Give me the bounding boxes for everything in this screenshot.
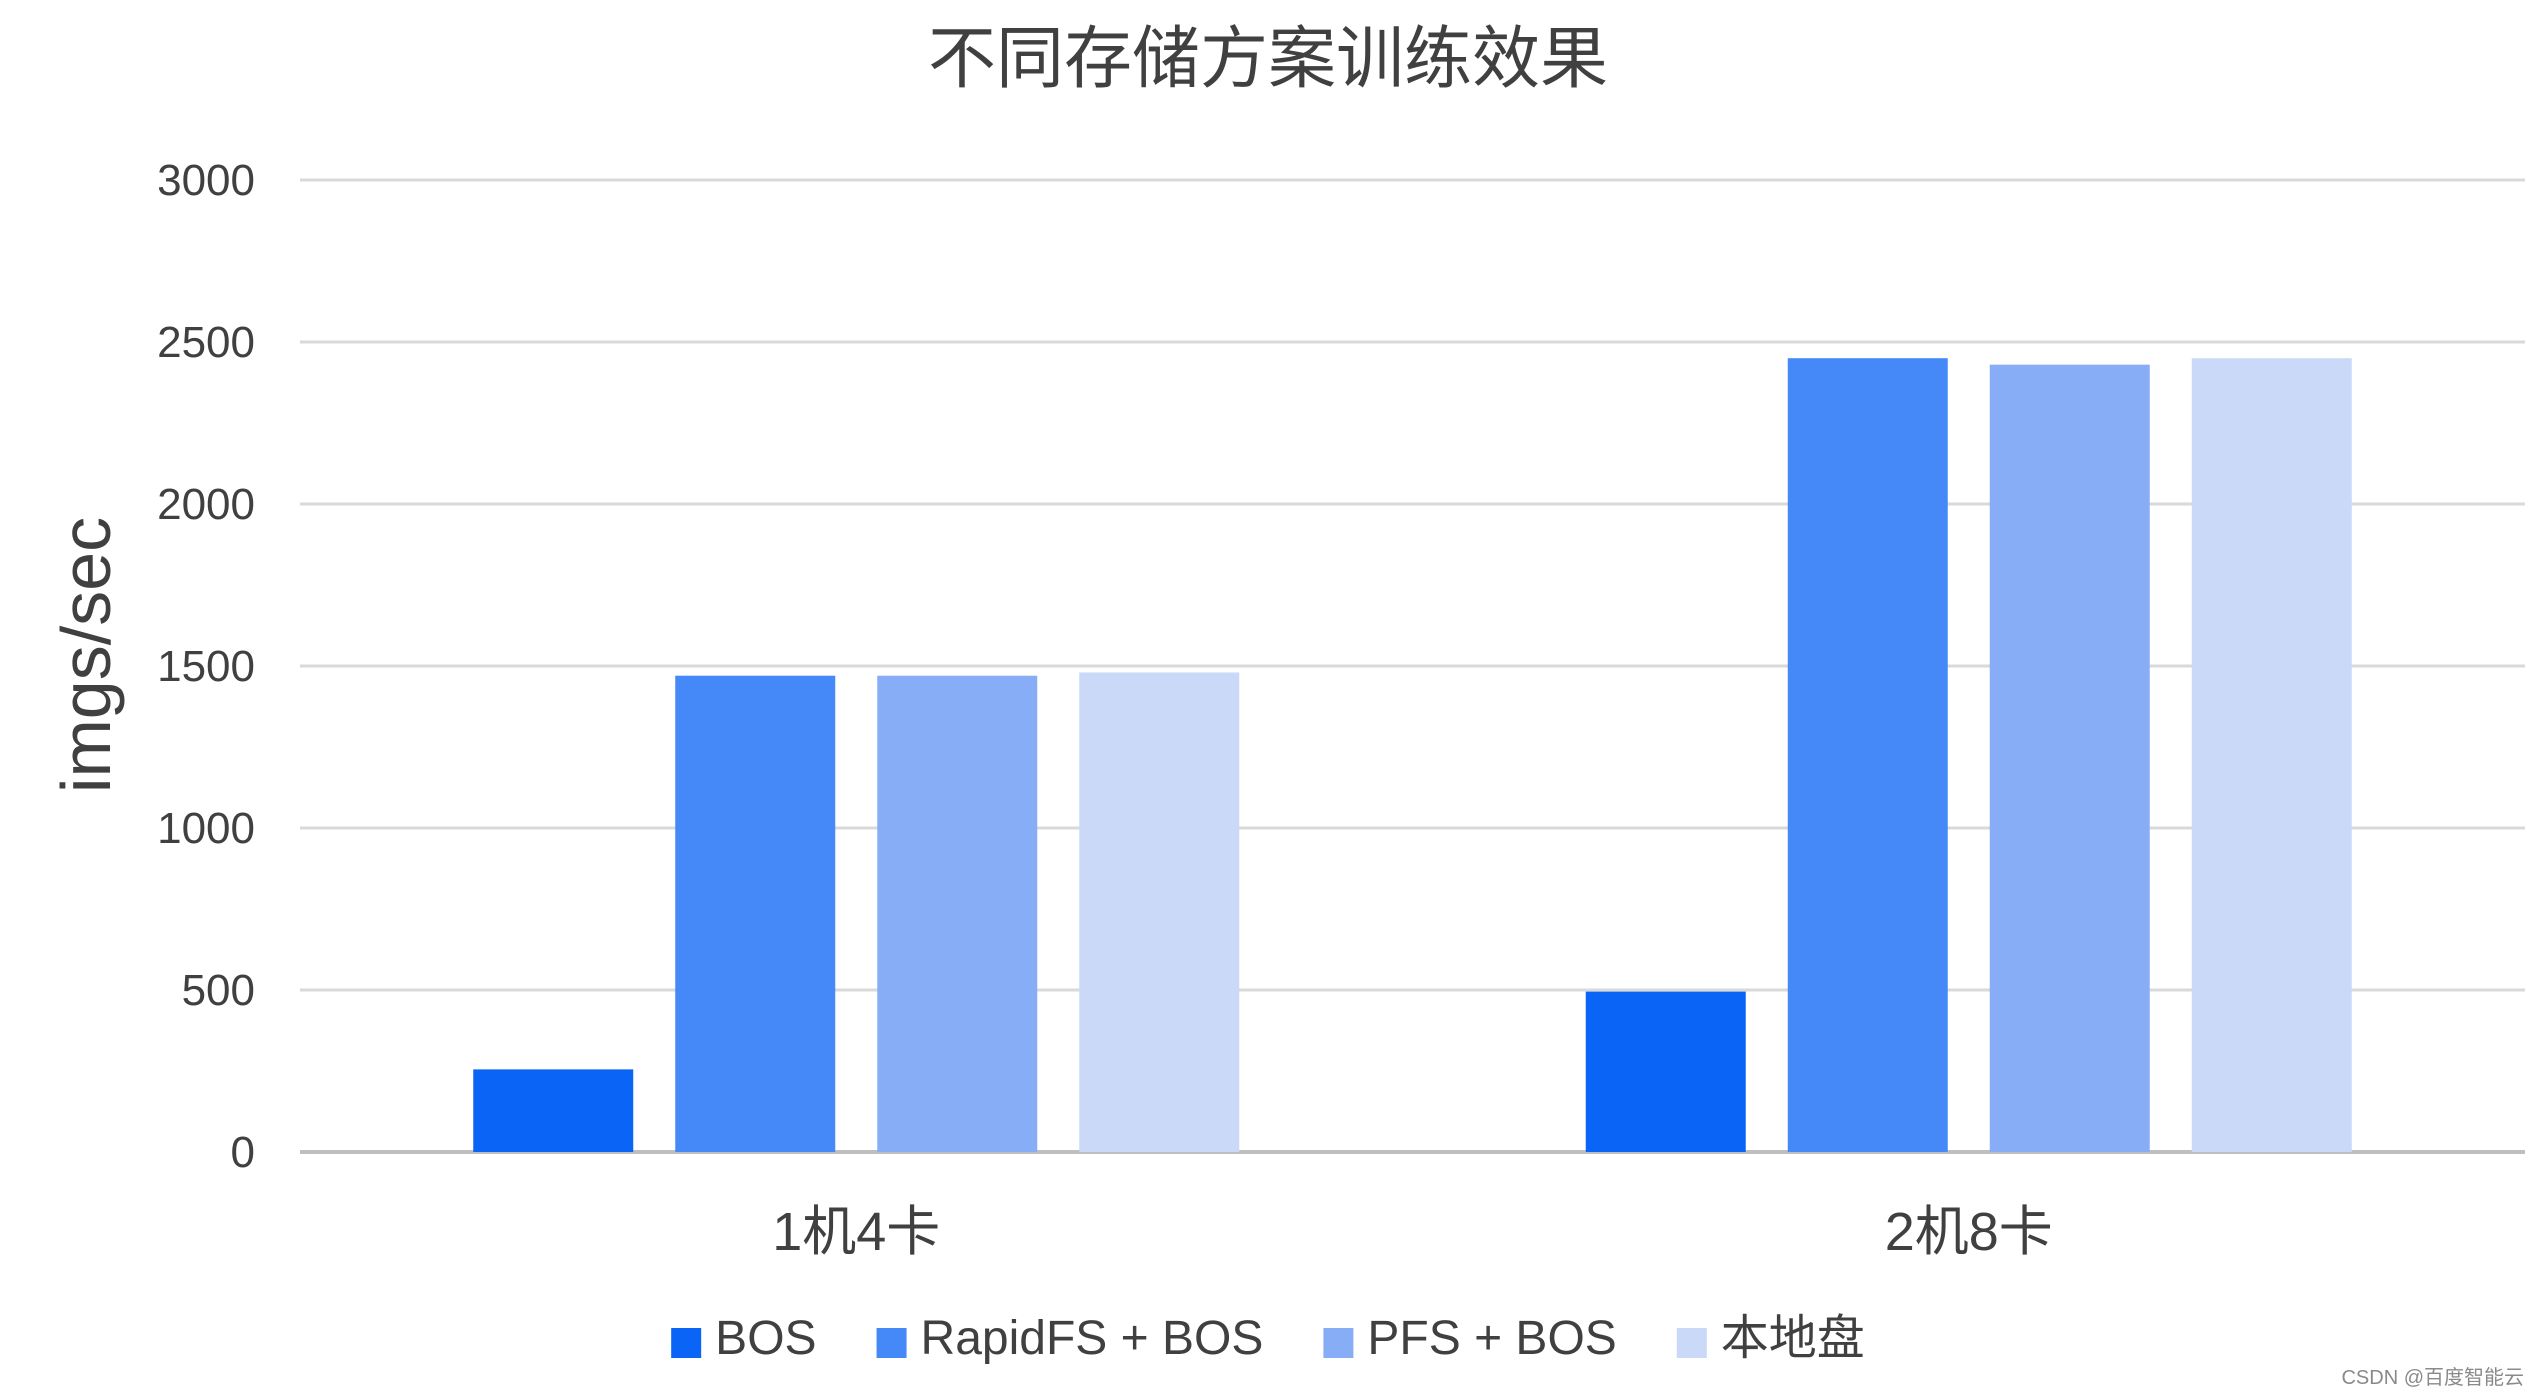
legend-label: 本地盘 xyxy=(1721,1312,1865,1365)
y-tick-label: 2500 xyxy=(157,318,255,367)
legend-swatch xyxy=(1323,1328,1354,1358)
legend-label: BOS xyxy=(715,1312,816,1365)
y-tick-label: 3000 xyxy=(157,156,255,205)
x-category-label: 1机4卡 xyxy=(772,1202,940,1262)
chart-title: 不同存储方案训练效果 xyxy=(928,21,1608,97)
bar-1-1 xyxy=(473,1069,634,1152)
x-axis-categories: 1机4卡 2机8卡 xyxy=(772,1202,2053,1262)
watermark: CSDN @百度智能云 xyxy=(2341,1366,2524,1389)
bar-4-2 xyxy=(2191,358,2352,1152)
y-tick-label: 2000 xyxy=(157,480,255,529)
legend-label: PFS + BOS xyxy=(1367,1312,1616,1365)
bars xyxy=(473,358,2352,1152)
y-axis-ticks: 0 500 1000 1500 2000 2500 3000 xyxy=(157,156,255,1177)
legend: BOS RapidFS + BOS PFS + BOS 本地盘 xyxy=(671,1312,1865,1365)
bar-3-2 xyxy=(1989,364,2150,1152)
y-tick-label: 1500 xyxy=(157,642,255,691)
y-axis-label: imgs/sec xyxy=(47,517,125,793)
bar-1-2 xyxy=(1585,991,1746,1152)
y-tick-label: 0 xyxy=(231,1128,255,1177)
x-category-label: 2机8卡 xyxy=(1885,1202,2053,1262)
bar-2-2 xyxy=(1787,358,1948,1152)
bar-2-1 xyxy=(675,675,836,1152)
legend-swatch xyxy=(671,1328,702,1358)
y-tick-label: 1000 xyxy=(157,804,255,853)
gridlines xyxy=(300,178,2525,1154)
legend-swatch xyxy=(1676,1328,1707,1358)
y-tick-label: 500 xyxy=(182,966,255,1015)
bar-4-1 xyxy=(1079,672,1240,1152)
bar-3-1 xyxy=(877,675,1038,1152)
legend-label: RapidFS + BOS xyxy=(921,1312,1264,1365)
legend-swatch xyxy=(876,1328,907,1358)
